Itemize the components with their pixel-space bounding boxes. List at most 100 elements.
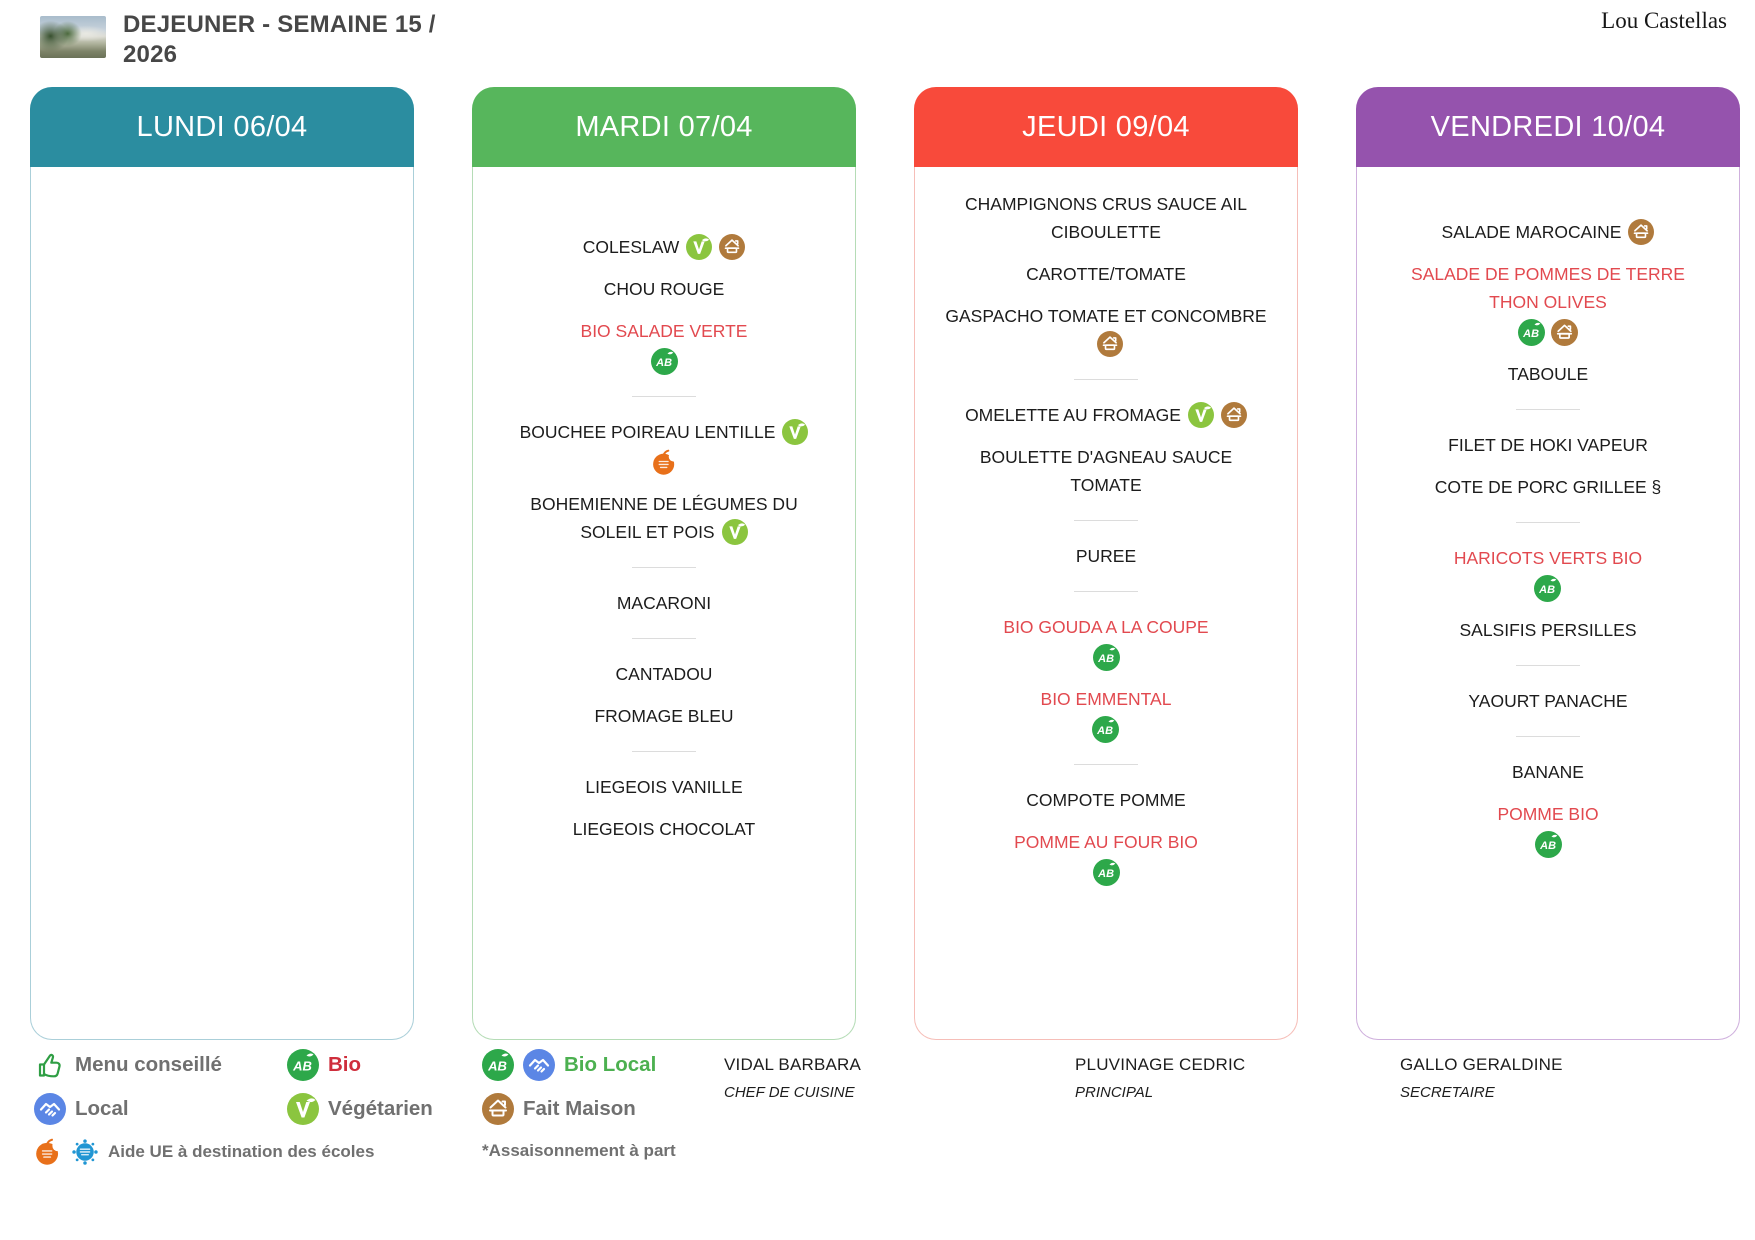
menu-item-label: LIEGEOIS CHOCOLAT [572,819,756,839]
day-column-jeudi: JEUDI 09/04 CHAMPIGNONS CRUS SAUCE AIL CI… [914,87,1298,1040]
bio-icon: AB [287,1049,319,1081]
menu-item: CANTADOU [616,660,713,688]
menu-item-label: POMME BIO [1497,804,1599,824]
legend-label: Bio Local [564,1053,657,1076]
menu-item-label: CHOU ROUGE [603,279,725,299]
legend-item: Menu conseillé [34,1049,222,1081]
fait-maison-icon [1096,331,1123,357]
menu-item-badges: AB [1534,831,1562,858]
menu-item-label: GASPACHO TOMATE ET CONCOMBRE [943,302,1269,358]
menu-item-label: BOHEMIENNE DE LÉGUMES DU SOLEIL ET POIS [501,490,827,546]
fait-maison-icon [482,1093,514,1125]
legend-item: Fait Maison [482,1093,636,1125]
legend-label: Local [75,1097,129,1120]
menu-item: POMME BIO AB [1497,800,1599,858]
staff-role: CHEF DE CUISINE [724,1084,855,1101]
menu-item-label: CANTADOU [615,664,713,684]
bio-icon: AB [1092,859,1120,886]
menu-item: BIO GOUDA A LA COUPE AB [1003,613,1209,671]
course-divider [1516,665,1580,666]
svg-text:AB: AB [1522,328,1539,340]
menu-item: PUREE [1076,542,1136,570]
menu-item-label: CHAMPIGNONS CRUS SAUCE AIL CIBOULETTE [965,194,1247,242]
menu-item: LIEGEOIS CHOCOLAT [573,815,756,843]
legend-label: *Assaisonnement à part [482,1141,676,1160]
svg-text:AB: AB [655,357,672,369]
staff-name: VIDAL BARBARA [724,1055,862,1074]
svg-text:AB: AB [1097,868,1114,880]
menu-item-label: BIO SALADE VERTE [580,321,748,341]
menu-item-label: COTE DE PORC GRILLEE § [1434,477,1662,497]
menu-item: CAROTTE/TOMATE [1026,260,1186,288]
menu-item-label: COLESLAW [583,233,746,261]
menu-item: FILET DE HOKI VAPEUR [1448,431,1648,459]
menu-item: SALSIFIS PERSILLES [1459,616,1636,644]
vegetarian-icon [782,419,809,445]
menu-item-label: COMPOTE POMME [1026,790,1186,810]
day-column-lundi: LUNDI 06/04 [30,87,414,1040]
bio-icon: AB [482,1049,514,1081]
menu-item-badges: AB [1534,575,1562,602]
menu-item-label: FILET DE HOKI VAPEUR [1448,435,1648,455]
svg-text:AB: AB [292,1059,312,1074]
menu-item-label: BANANE [1512,762,1584,782]
menu-item-label: YAOURT PANACHE [1468,691,1628,711]
menu-item-label: CAROTTE/TOMATE [1026,264,1186,284]
menu-item-label: BIO EMMENTAL [1040,689,1172,709]
staff-name: PLUVINAGE CEDRIC [1075,1055,1246,1074]
legend-label: Bio [328,1053,362,1076]
course-divider [632,396,696,397]
menu-item-badges: AB [1092,644,1120,671]
course-divider [1516,736,1580,737]
bio-icon: AB [1092,644,1120,671]
menu-item: HARICOTS VERTS BIO AB [1454,544,1642,602]
menu-item-label: OMELETTE AU FROMAGE [965,401,1247,429]
svg-text:AB: AB [487,1059,507,1074]
menu-item-label: BIO GOUDA A LA COUPE [1003,617,1209,637]
menu-item-label: MACARONI [616,593,712,613]
local-icon [34,1093,66,1125]
menu-item: BIO EMMENTAL AB [1040,685,1172,743]
vegetarian-icon [1187,402,1214,428]
course-divider [1516,409,1580,410]
menu-item: BOULETTE D'AGNEAU SAUCE TOMATE [943,443,1269,499]
svg-text:AB: AB [1539,584,1556,596]
page-title: DEJEUNER - SEMAINE 15 / 2026 [123,10,543,70]
bio-icon: AB [1534,831,1562,858]
menu-item: COMPOTE POMME [1026,786,1185,814]
menu-item: YAOURT PANACHE [1468,687,1627,715]
page-title-line2: 2026 [123,41,178,68]
bio-icon: AB [1534,575,1562,602]
menu-item-label: BOULETTE D'AGNEAU SAUCE TOMATE [979,447,1233,495]
course-divider [1516,522,1580,523]
menu-item: COLESLAW [583,233,746,261]
menu-item-label: HARICOTS VERTS BIO [1453,548,1643,568]
legend-item: AB Bio [287,1049,361,1081]
day-header: VENDREDI 10/04 [1356,87,1740,167]
menu-item-label: FROMAGE BLEU [594,706,734,726]
course-divider [632,567,696,568]
course-divider [1074,520,1138,521]
menu-item: TABOULE [1508,360,1588,388]
fait-maison-icon [1551,319,1578,346]
legend-item: AB Bio Local [482,1049,656,1081]
course-divider [1074,379,1138,380]
staff-role: PRINCIPAL [1075,1084,1154,1101]
legend-label: Végétarien [328,1097,433,1120]
menu-item: BOUCHEE POIREAU LENTILLE [520,418,809,476]
staff-secretaire: GALLO GERALDINE SECRETAIRE [1400,1055,1563,1101]
menu-item: BOHEMIENNE DE LÉGUMES DU SOLEIL ET POIS [501,490,827,546]
legend-label: Fait Maison [523,1097,636,1120]
day-header: JEUDI 09/04 [914,87,1298,167]
day-body: COLESLAW CHOU ROUGE BIO SALADE VERTE AB BOUC… [472,167,856,1040]
aide-ue-fruit-icon [651,449,678,476]
menu-item-label: PUREE [1075,546,1137,566]
course-divider [632,638,696,639]
course-divider [1074,591,1138,592]
day-body [30,167,414,1040]
menu-item: FROMAGE BLEU [594,702,733,730]
menu-item-label: POMME AU FOUR BIO [1014,832,1198,852]
day-header: MARDI 07/04 [472,87,856,167]
menu-item: COTE DE PORC GRILLEE § [1435,473,1662,501]
